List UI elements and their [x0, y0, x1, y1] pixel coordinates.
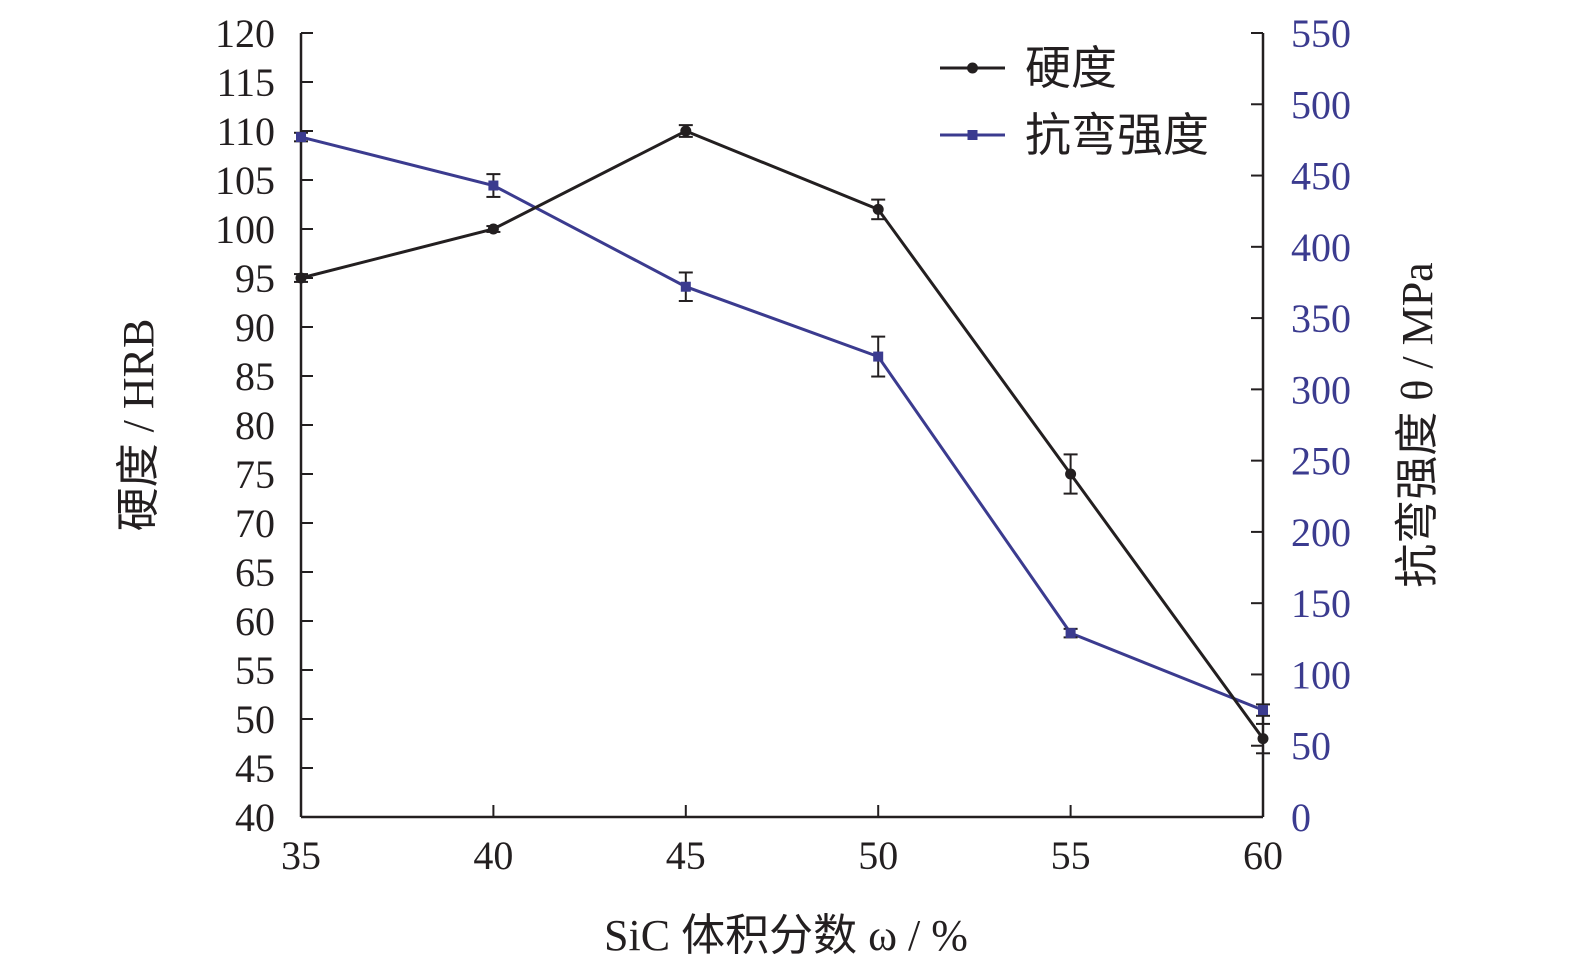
y-left-tick-label: 85: [235, 354, 275, 399]
y-right-tick-label: 50: [1291, 724, 1331, 769]
x-tick-label: 50: [858, 833, 898, 878]
legend-label-hardness: 硬度: [1025, 43, 1117, 94]
y-left-tick-label: 105: [215, 158, 275, 203]
y-axis-right-title: 抗弯强度 θ / MPa: [1393, 262, 1442, 587]
data-point-strength: [1065, 628, 1076, 639]
data-point-hardness: [872, 203, 884, 215]
data-point-strength: [680, 281, 691, 292]
y-left-tick-label: 75: [235, 452, 275, 497]
data-point-strength: [296, 132, 306, 143]
y-left-tick-label: 70: [235, 501, 275, 546]
y-right-tick-label: 300: [1291, 367, 1351, 412]
y-left-tick-label: 65: [235, 550, 275, 595]
x-tick-label: 45: [666, 833, 706, 878]
y-right-tick-label: 550: [1291, 11, 1351, 56]
legend: 硬度 抗弯强度: [940, 43, 1209, 161]
data-point-hardness: [1257, 733, 1269, 745]
data-point-hardness: [295, 272, 307, 284]
y-right-tick-label: 0: [1291, 795, 1311, 840]
y-right-tick-label: 400: [1291, 225, 1351, 270]
data-point-strength: [873, 351, 884, 362]
y-left-tick-label: 55: [235, 648, 275, 693]
y-left-tick-label: 40: [235, 795, 275, 840]
y-right-tick-label: 150: [1291, 581, 1351, 626]
data-point-strength: [1258, 705, 1268, 716]
y-left-tick-label: 50: [235, 697, 275, 742]
y-left-tick-label: 110: [216, 109, 275, 154]
y-axis-left-title: 硬度 / HRB: [114, 319, 163, 532]
data-point-hardness: [487, 223, 499, 235]
axes: 35 40 45 50 55 601201151101051009590858075706…: [215, 11, 1351, 878]
series-line-strength: [300, 135, 1264, 712]
x-tick-label: 60: [1243, 833, 1283, 878]
y-right-tick-label: 350: [1291, 296, 1351, 341]
y-right-tick-label: 250: [1291, 439, 1351, 484]
y-left-tick-label: 90: [235, 305, 275, 350]
y-right-tick-label: 100: [1291, 652, 1351, 697]
legend-label-strength: 抗弯强度: [1025, 110, 1209, 161]
x-axis-title: SiC 体积分数 ω / %: [604, 911, 968, 960]
y-left-tick-label: 115: [216, 60, 275, 105]
data-point-hardness: [680, 125, 692, 137]
legend-marker-strength: [967, 130, 978, 140]
y-left-tick-label: 60: [235, 599, 275, 644]
y-left-tick-label: 45: [235, 746, 275, 791]
x-tick-label: 35: [281, 833, 321, 878]
x-tick-label: 40: [473, 833, 513, 878]
y-left-tick-label: 95: [235, 256, 275, 301]
y-right-tick-label: 200: [1291, 510, 1351, 555]
y-right-tick-label: 500: [1291, 82, 1351, 127]
y-left-tick-label: 120: [215, 11, 275, 56]
x-tick-label: 55: [1051, 833, 1091, 878]
data-point-strength: [488, 180, 499, 191]
legend-marker-hardness: [967, 62, 978, 74]
series-layer: [294, 124, 1270, 755]
y-left-tick-label: 80: [235, 403, 275, 448]
y-left-tick-label: 100: [215, 207, 275, 252]
data-point-hardness: [1065, 468, 1077, 480]
series-line-hardness: [300, 129, 1265, 740]
y-right-tick-label: 450: [1291, 154, 1351, 199]
